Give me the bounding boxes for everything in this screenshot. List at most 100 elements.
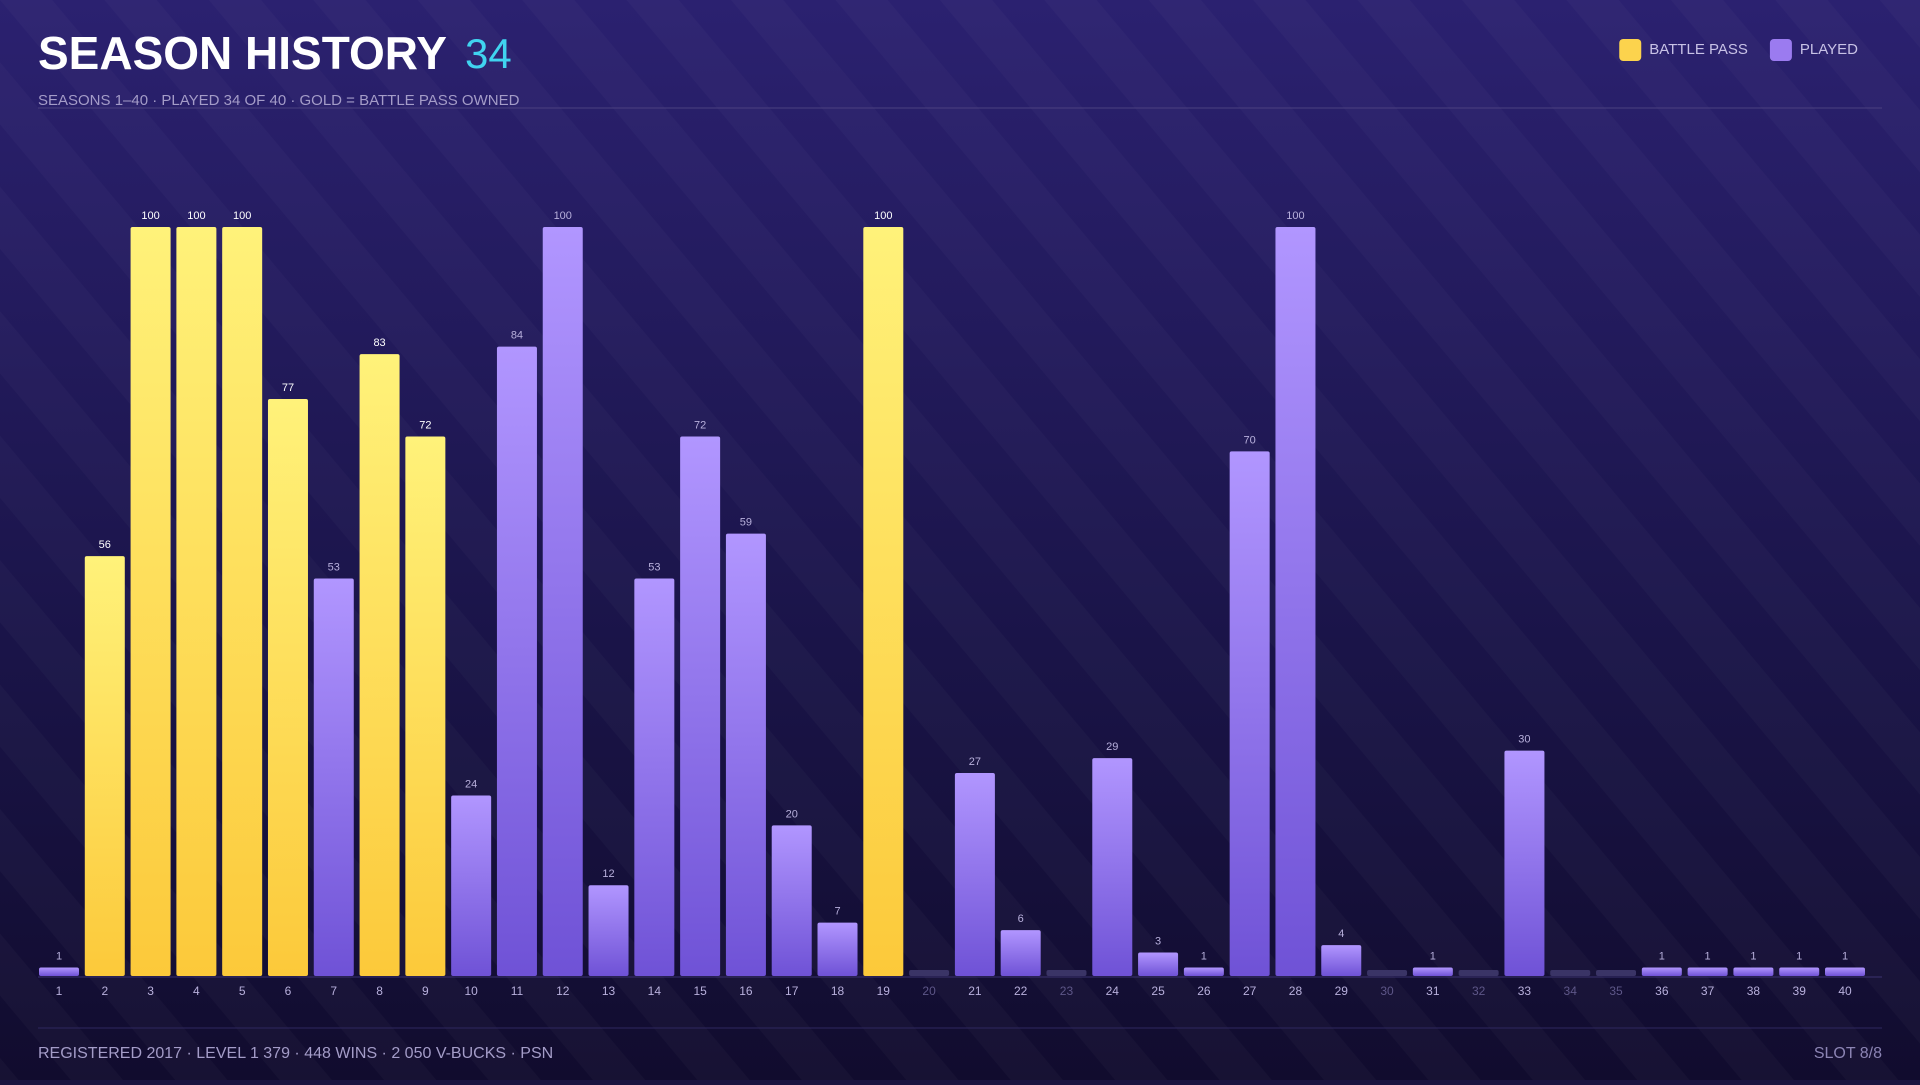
value-label: 100 bbox=[233, 210, 251, 222]
x-tick-label: 10 bbox=[464, 984, 478, 998]
x-tick-label: 33 bbox=[1518, 984, 1532, 998]
bar bbox=[1229, 451, 1270, 976]
x-tick-label: 9 bbox=[422, 984, 429, 998]
bar bbox=[1733, 967, 1774, 976]
x-tick-label: 12 bbox=[556, 984, 570, 998]
x-tick-label: 35 bbox=[1609, 984, 1623, 998]
x-tick-label: 2 bbox=[101, 984, 108, 998]
bar bbox=[176, 227, 217, 976]
value-label: 1 bbox=[1842, 950, 1848, 962]
bar bbox=[267, 399, 308, 976]
unplayed-stub bbox=[1458, 970, 1499, 976]
bar bbox=[451, 795, 492, 976]
bar bbox=[680, 436, 721, 976]
subtitle: SEASONS 1–40 · PLAYED 34 OF 40 · GOLD = … bbox=[38, 92, 520, 109]
value-label: 83 bbox=[373, 337, 385, 349]
bar bbox=[1641, 967, 1682, 976]
unplayed-stub bbox=[1367, 970, 1408, 976]
value-label: 1 bbox=[1430, 950, 1436, 962]
value-label: 84 bbox=[511, 330, 523, 342]
unplayed-stub bbox=[909, 970, 950, 976]
value-label: 4 bbox=[1338, 928, 1344, 940]
bar bbox=[588, 885, 629, 976]
x-tick-label: 28 bbox=[1289, 984, 1303, 998]
bar bbox=[313, 578, 354, 976]
bar bbox=[634, 578, 675, 976]
bar bbox=[863, 227, 904, 976]
bar bbox=[84, 556, 125, 976]
x-tick-label: 39 bbox=[1793, 984, 1807, 998]
bar bbox=[39, 967, 79, 976]
value-label: 70 bbox=[1244, 434, 1256, 446]
value-label: 1 bbox=[56, 950, 62, 962]
bar bbox=[130, 227, 171, 976]
legend-swatch bbox=[1619, 39, 1642, 61]
x-tick-label: 19 bbox=[877, 984, 891, 998]
value-label: 1 bbox=[1659, 950, 1665, 962]
x-tick-label: 4 bbox=[193, 984, 200, 998]
x-tick-label: 8 bbox=[376, 984, 383, 998]
value-label: 53 bbox=[648, 561, 660, 573]
value-label: 100 bbox=[187, 210, 205, 222]
x-tick-label: 16 bbox=[739, 984, 753, 998]
bar bbox=[1687, 967, 1728, 976]
value-label: 12 bbox=[602, 868, 614, 880]
value-label: 56 bbox=[99, 539, 111, 551]
bar bbox=[1504, 750, 1545, 976]
value-label: 7 bbox=[834, 906, 840, 918]
x-tick-label: 31 bbox=[1426, 984, 1440, 998]
value-label: 1 bbox=[1705, 950, 1711, 962]
x-tick-label: 26 bbox=[1197, 984, 1211, 998]
bar bbox=[496, 346, 537, 976]
bar bbox=[1183, 967, 1224, 976]
unplayed-stub bbox=[1596, 970, 1637, 976]
x-tick-label: 18 bbox=[831, 984, 845, 998]
x-tick-label: 32 bbox=[1472, 984, 1486, 998]
legend-label: BATTLE PASS bbox=[1649, 41, 1748, 58]
bar bbox=[1138, 952, 1179, 976]
value-label: 20 bbox=[786, 808, 798, 820]
bar bbox=[771, 825, 812, 976]
bar bbox=[725, 533, 766, 976]
x-tick-label: 37 bbox=[1701, 984, 1715, 998]
value-label: 100 bbox=[874, 210, 892, 222]
bar bbox=[1321, 945, 1362, 976]
bar bbox=[1825, 967, 1865, 976]
bar bbox=[359, 354, 400, 976]
x-tick-label: 25 bbox=[1151, 984, 1165, 998]
bar bbox=[1412, 967, 1453, 976]
x-tick-label: 17 bbox=[785, 984, 799, 998]
footer: REGISTERED 2017 · LEVEL 1 379 · 448 WINS… bbox=[38, 1045, 553, 1062]
x-tick-label: 24 bbox=[1106, 984, 1120, 998]
value-label: 27 bbox=[969, 756, 981, 768]
x-tick-label: 30 bbox=[1380, 984, 1394, 998]
bar bbox=[1000, 930, 1041, 976]
value-label: 3 bbox=[1155, 935, 1161, 947]
footer-right: SLOT 8/8 bbox=[1814, 1045, 1882, 1062]
x-tick-label: 7 bbox=[330, 984, 337, 998]
x-tick-label: 23 bbox=[1060, 984, 1074, 998]
value-label: 6 bbox=[1018, 913, 1024, 925]
x-tick-label: 15 bbox=[693, 984, 707, 998]
value-label: 30 bbox=[1518, 734, 1530, 746]
x-tick-label: 34 bbox=[1564, 984, 1578, 998]
value-label: 72 bbox=[694, 419, 706, 431]
value-label: 100 bbox=[554, 210, 572, 222]
bar bbox=[1275, 227, 1316, 976]
value-label: 29 bbox=[1106, 741, 1118, 753]
x-tick-label: 5 bbox=[239, 984, 246, 998]
x-tick-label: 1 bbox=[56, 984, 63, 998]
value-label: 24 bbox=[465, 778, 477, 790]
bar bbox=[1092, 758, 1133, 976]
x-tick-label: 36 bbox=[1655, 984, 1669, 998]
value-label: 1 bbox=[1201, 950, 1207, 962]
value-label: 59 bbox=[740, 517, 752, 529]
chart-title: SEASON HISTORY bbox=[38, 27, 447, 79]
value-label: 1 bbox=[1750, 950, 1756, 962]
x-tick-label: 6 bbox=[285, 984, 292, 998]
bar bbox=[222, 227, 263, 976]
x-tick-label: 13 bbox=[602, 984, 616, 998]
bar bbox=[1779, 967, 1820, 976]
